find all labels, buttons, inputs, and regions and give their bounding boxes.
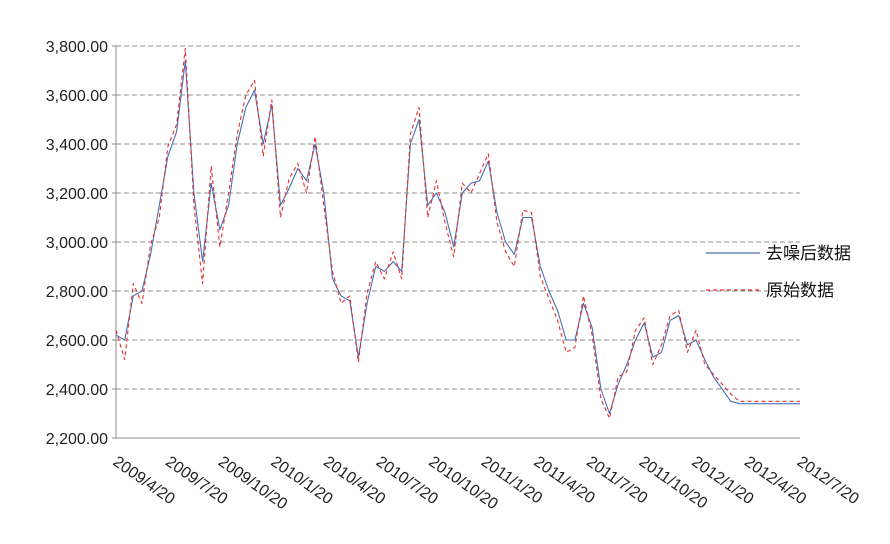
y-tick-label: 2,200.00 — [46, 431, 108, 448]
legend-label-denoised: 去噪后数据 — [766, 244, 851, 264]
x-axis: 2009/4/202009/7/202009/10/202010/1/20201… — [110, 437, 862, 513]
y-axis: 2,200.00 2,400.00 2,600.00 2,800.00 3,000.00… — [46, 39, 117, 448]
y-tick-label: 3,800.00 — [46, 39, 108, 56]
legend: 去噪后数据 原始数据 — [706, 244, 851, 301]
series-lines — [115, 47, 800, 419]
y-tick-label: 2,400.00 — [46, 382, 108, 399]
series-line-raw — [115, 47, 800, 419]
legend-label-raw: 原始数据 — [766, 281, 834, 301]
y-tick-label: 3,200.00 — [46, 186, 108, 203]
y-tick-label: 3,000.00 — [46, 235, 108, 252]
y-tick-label: 2,800.00 — [46, 284, 108, 301]
y-tick-label: 3,600.00 — [46, 88, 108, 105]
y-tick-label: 3,400.00 — [46, 137, 108, 154]
y-tick-label: 2,600.00 — [46, 333, 108, 350]
series-line-denoised — [115, 60, 800, 415]
